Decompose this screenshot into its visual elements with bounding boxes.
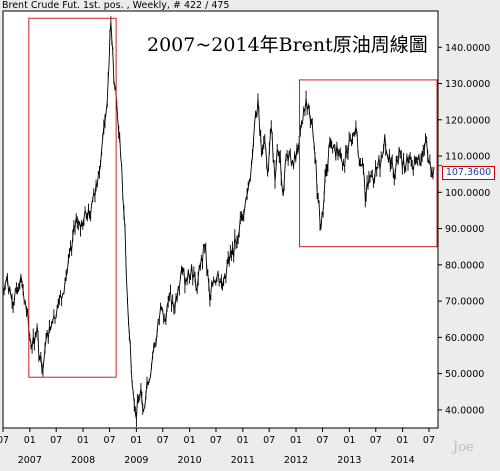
x-tick-label: 01 [343,435,355,446]
y-tick-label: 40.0000 [445,405,484,416]
x-tick-label: 01 [397,435,409,446]
y-tick-label: 130.0000 [445,79,490,90]
x-tick-label: 01 [130,435,142,446]
x-tick-label: 07 [423,435,435,446]
y-tick-label: 80.0000 [445,260,484,271]
y-tick-label: 120.0000 [445,115,490,126]
x-tick-label: 07 [316,435,328,446]
year-label: 2007 [18,455,42,466]
highlight-box [28,17,117,378]
chart-header: Brent Crude Fut. 1st. pos. , Weekly, # 4… [2,0,230,11]
x-tick-label: 01 [184,435,196,446]
last-price-marker: 107.3600 [442,166,495,180]
watermark: Joe [453,440,474,455]
y-tick-label: 100.0000 [445,188,490,199]
y-tick-label: 90.0000 [445,224,484,235]
year-label: 2013 [337,455,361,466]
x-tick-label: 01 [77,435,89,446]
y-tick-label: 50.0000 [445,369,484,380]
chart-title: 2007~2014年Brent原油周線圖 [147,34,428,56]
x-tick-label: 07 [50,435,62,446]
x-tick-label: 01 [290,435,302,446]
x-tick-label: 07 [370,435,382,446]
year-label: 2011 [231,455,255,466]
y-tick-label: 110.0000 [445,152,490,163]
y-tick-label: 60.0000 [445,333,484,344]
x-tick-label: 01 [237,435,249,446]
x-tick-label: 07 [0,435,9,446]
plot-area [2,10,439,429]
highlight-box [299,79,438,248]
year-label: 2012 [284,455,308,466]
x-tick-label: 07 [263,435,275,446]
y-tick-label: 140.0000 [445,43,490,54]
year-label: 2014 [390,455,414,466]
year-label: 2010 [178,455,202,466]
year-label: 2009 [124,455,148,466]
y-tick-label: 70.0000 [445,297,484,308]
year-label: 2008 [71,455,95,466]
x-tick-label: 07 [210,435,222,446]
x-tick-label: 01 [24,435,36,446]
price-series-line [2,16,435,427]
x-tick-label: 07 [157,435,169,446]
x-tick-label: 07 [104,435,116,446]
